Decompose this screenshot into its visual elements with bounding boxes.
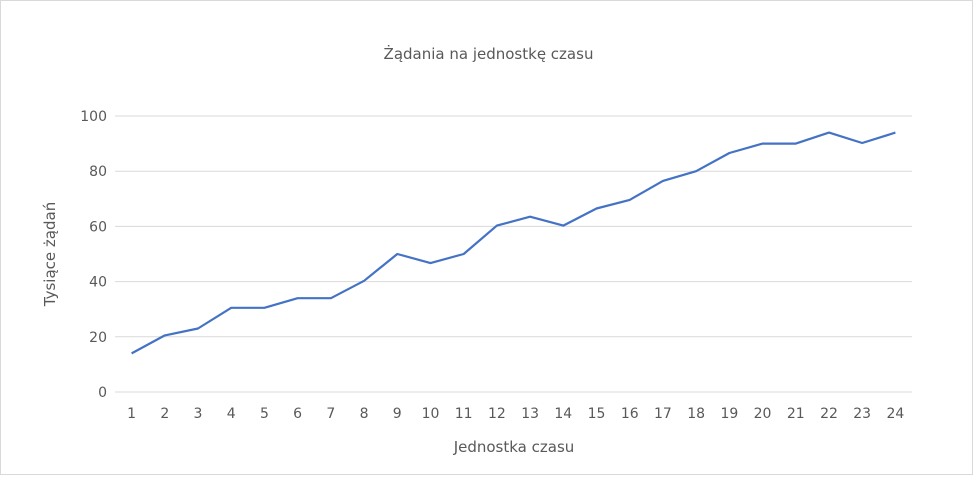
x-tick-label: 13 — [521, 406, 539, 422]
x-tick-label: 2 — [160, 406, 169, 422]
x-tick-label: 17 — [654, 406, 672, 422]
x-tick-label: 20 — [754, 406, 772, 422]
x-tick-label: 3 — [194, 406, 203, 422]
x-axis-ticks: 1 2 3 4 5 6 7 8 9 10 11 12 13 14 15 16 17 18 19 20 21 22 23 24 — [127, 406, 904, 422]
x-tick-label: 18 — [687, 406, 705, 422]
x-tick-label: 6 — [293, 406, 302, 422]
x-tick-label: 7 — [326, 406, 335, 422]
y-tick-label: 60 — [89, 219, 107, 235]
x-tick-label: 19 — [720, 406, 738, 422]
y-tick-label: 80 — [89, 164, 107, 180]
x-tick-label: 21 — [787, 406, 805, 422]
x-tick-label: 11 — [455, 406, 473, 422]
x-tick-label: 5 — [260, 406, 269, 422]
x-tick-label: 12 — [488, 406, 506, 422]
y-axis-ticks: 0 20 40 60 80 100 — [80, 109, 107, 401]
chart-title: Żądania na jednostkę czasu — [383, 45, 594, 63]
x-tick-label: 4 — [227, 406, 236, 422]
gridlines — [115, 115, 912, 393]
y-tick-label: 100 — [80, 109, 107, 125]
x-tick-label: 22 — [820, 406, 838, 422]
y-tick-label: 0 — [98, 385, 107, 401]
x-tick-label: 24 — [886, 406, 904, 422]
x-tick-label: 16 — [621, 406, 639, 422]
x-tick-label: 1 — [127, 406, 136, 422]
y-tick-label: 20 — [89, 330, 107, 346]
data-series-line — [131, 131, 896, 355]
x-tick-label: 8 — [360, 406, 369, 422]
x-axis-label: Jednostka czasu — [453, 438, 575, 456]
x-tick-label: 9 — [393, 406, 402, 422]
x-tick-label: 15 — [588, 406, 606, 422]
x-tick-label: 14 — [554, 406, 572, 422]
x-tick-label: 23 — [853, 406, 871, 422]
y-tick-label: 40 — [89, 275, 107, 291]
x-tick-label: 10 — [422, 406, 440, 422]
